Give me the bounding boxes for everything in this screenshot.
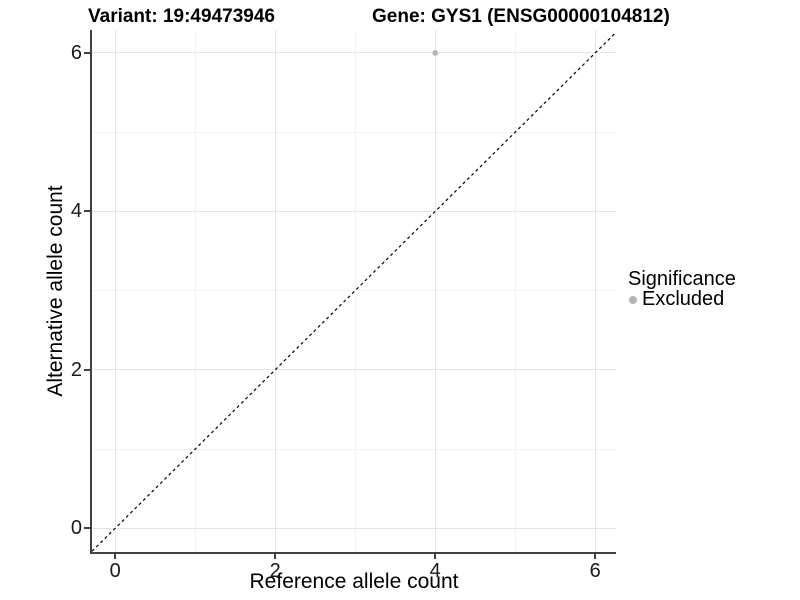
- x-tick-label: 0: [109, 560, 121, 582]
- y-tick-label: 0: [70, 517, 82, 540]
- y-tick-label: 2: [70, 358, 82, 381]
- y-axis-tick: [84, 527, 90, 530]
- legend-point-icon: [629, 295, 637, 304]
- gridline-horizontal: [92, 52, 616, 54]
- plot-title-gene: Gene: GYS1 (ENSG00000104812): [372, 6, 670, 27]
- plot-title-variant: Variant: 19:49473946: [88, 6, 275, 27]
- y-axis-tick: [84, 210, 90, 213]
- legend-entry-label: Excluded: [642, 288, 725, 310]
- y-tick-label: 4: [70, 200, 82, 223]
- gridline-horizontal: [92, 290, 616, 292]
- x-axis-tick: [114, 554, 117, 559]
- gridline-horizontal: [92, 131, 616, 133]
- gridline-horizontal: [92, 527, 616, 529]
- gridline-horizontal: [92, 448, 616, 450]
- gridline-horizontal: [92, 210, 616, 212]
- gridline-vertical: [434, 30, 436, 552]
- y-tick-label: 6: [70, 41, 82, 64]
- x-tick-label: 2: [269, 560, 281, 582]
- x-axis-tick: [594, 554, 597, 559]
- identity-dashed-line: [91, 31, 617, 552]
- y-axis-tick: [84, 368, 90, 371]
- data-point: [432, 50, 439, 56]
- legend-entry: Excluded: [629, 288, 724, 311]
- plot-layer: [91, 31, 617, 552]
- x-axis-title: Reference allele count: [249, 570, 459, 593]
- gridline-vertical: [274, 30, 276, 552]
- y-axis-tick: [84, 51, 90, 54]
- x-axis-tick: [274, 554, 277, 559]
- legend-title: Significance: [628, 268, 736, 290]
- x-tick-label: 6: [589, 560, 601, 582]
- x-axis-tick: [434, 554, 437, 559]
- x-tick-label: 4: [429, 560, 441, 582]
- gridline-vertical: [594, 30, 596, 552]
- gridline-vertical: [114, 30, 116, 552]
- gridline-horizontal: [92, 369, 616, 371]
